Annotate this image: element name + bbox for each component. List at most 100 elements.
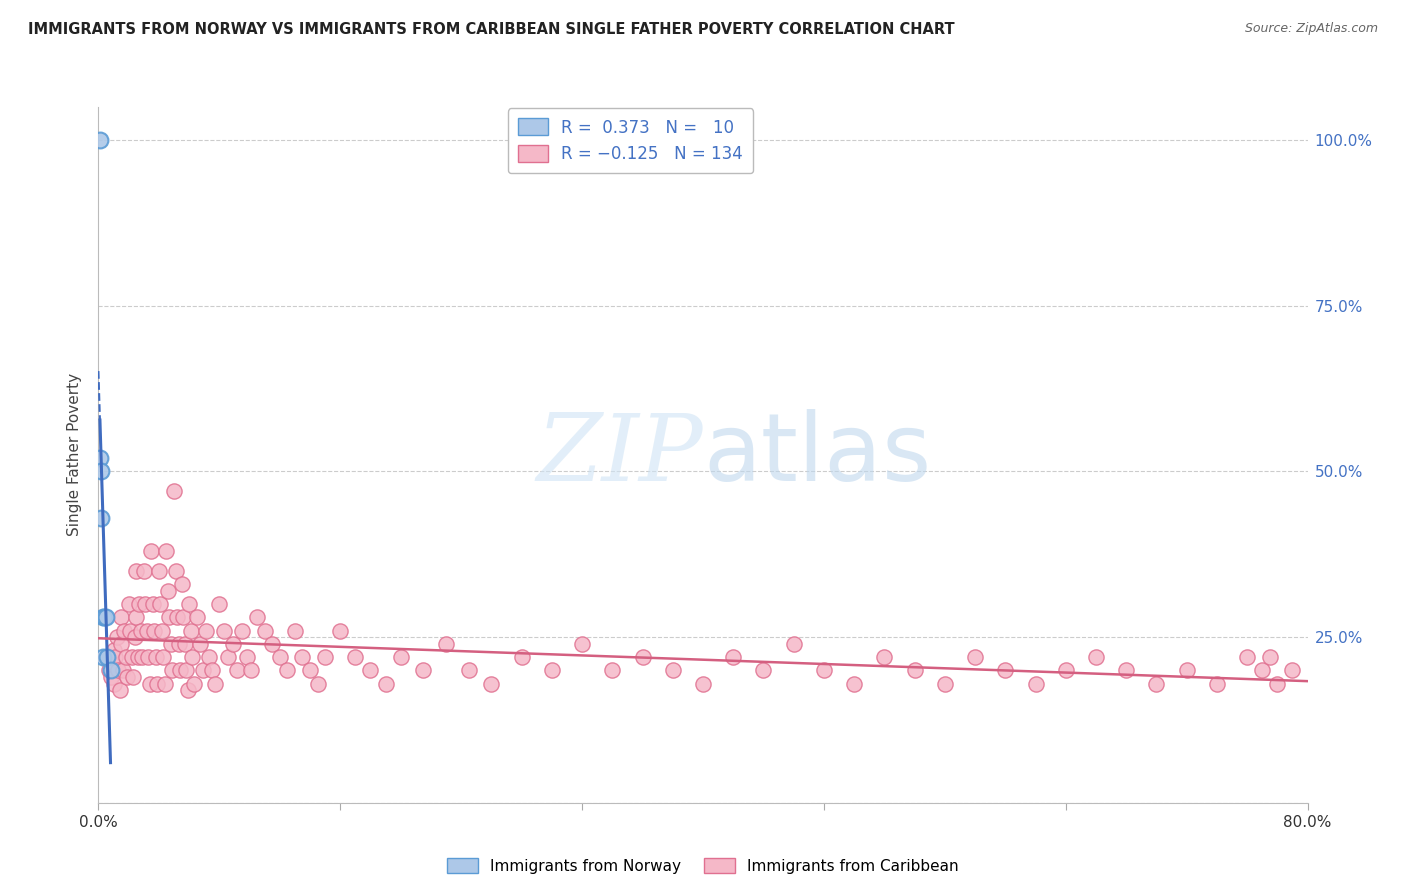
Point <box>149 597 172 611</box>
Point <box>1085 650 1108 665</box>
Point <box>389 650 412 665</box>
Point <box>89 133 111 147</box>
Point <box>96 650 118 665</box>
Point <box>186 610 208 624</box>
Point <box>134 597 156 611</box>
Point <box>174 663 197 677</box>
Point <box>173 637 195 651</box>
Point <box>150 624 173 638</box>
Point <box>284 624 307 638</box>
Point <box>813 663 835 677</box>
Point <box>434 637 457 651</box>
Point <box>121 650 143 665</box>
Point <box>360 663 382 677</box>
Point <box>156 583 179 598</box>
Point <box>103 643 125 657</box>
Point <box>163 484 186 499</box>
Point <box>240 663 263 677</box>
Point <box>159 610 181 624</box>
Point <box>145 650 167 665</box>
Point <box>142 597 165 611</box>
Point <box>94 650 117 665</box>
Point <box>191 663 214 677</box>
Point <box>276 663 298 677</box>
Point <box>783 637 806 651</box>
Point <box>602 663 624 677</box>
Point <box>127 650 149 665</box>
Point <box>692 676 714 690</box>
Point <box>1236 650 1258 665</box>
Point <box>253 624 276 638</box>
Point <box>103 676 125 690</box>
Point <box>111 663 134 677</box>
Point <box>105 630 128 644</box>
Y-axis label: Single Father Poverty: Single Father Poverty <box>67 374 83 536</box>
Point <box>148 564 170 578</box>
Point <box>93 610 115 624</box>
Point <box>118 597 141 611</box>
Point <box>183 676 205 690</box>
Point <box>934 676 956 690</box>
Point <box>1144 676 1167 690</box>
Point <box>965 650 987 665</box>
Point <box>222 637 245 651</box>
Point <box>994 663 1017 677</box>
Point <box>107 663 129 677</box>
Point <box>571 637 593 651</box>
Point <box>231 624 253 638</box>
Point <box>141 544 163 558</box>
Point <box>752 663 775 677</box>
Point <box>314 650 336 665</box>
Point <box>208 597 231 611</box>
Point <box>1024 676 1046 690</box>
Point <box>904 663 927 677</box>
Point <box>262 637 284 651</box>
Point <box>662 663 685 677</box>
Point <box>226 663 249 677</box>
Point <box>136 650 159 665</box>
Point <box>110 610 132 624</box>
Point <box>172 610 194 624</box>
Point <box>167 637 190 651</box>
Point <box>197 650 219 665</box>
Point <box>100 670 122 684</box>
Point <box>129 624 152 638</box>
Point <box>114 650 136 665</box>
Point <box>457 663 479 677</box>
Point <box>112 624 135 638</box>
Point <box>166 610 188 624</box>
Point <box>344 650 367 665</box>
Point <box>125 564 148 578</box>
Point <box>104 650 127 665</box>
Point <box>90 511 112 525</box>
Point <box>165 564 187 578</box>
Point <box>307 676 329 690</box>
Point <box>94 610 117 624</box>
Point <box>631 650 654 665</box>
Point <box>100 663 122 677</box>
Point <box>122 670 145 684</box>
Point <box>246 610 269 624</box>
Point <box>235 650 257 665</box>
Point <box>1258 650 1281 665</box>
Point <box>90 465 112 479</box>
Point <box>873 650 896 665</box>
Point <box>1206 676 1229 690</box>
Point <box>1175 663 1198 677</box>
Point <box>181 650 204 665</box>
Point <box>179 597 201 611</box>
Point <box>98 663 121 677</box>
Point <box>131 650 153 665</box>
Point <box>212 624 235 638</box>
Text: atlas: atlas <box>703 409 931 501</box>
Point <box>110 637 132 651</box>
Point <box>374 676 396 690</box>
Point <box>188 637 211 651</box>
Point <box>204 676 226 690</box>
Point <box>132 564 155 578</box>
Point <box>146 676 169 690</box>
Point <box>155 544 177 558</box>
Point <box>91 610 114 624</box>
Point <box>101 657 124 671</box>
Point <box>1267 676 1289 690</box>
